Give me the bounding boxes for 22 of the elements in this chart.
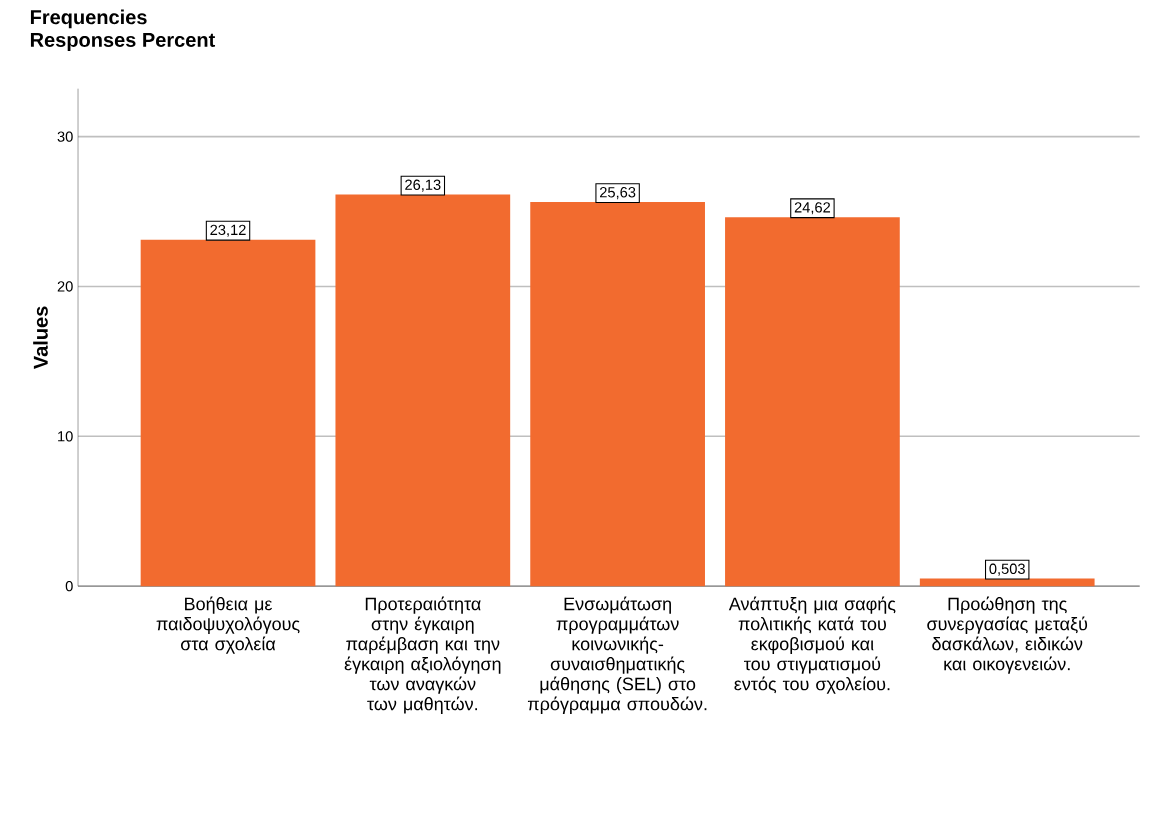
bar [335, 194, 511, 587]
data-label: 24,62 [794, 202, 831, 215]
bar [530, 202, 705, 587]
bar [140, 239, 316, 587]
data-label: 0,503 [989, 563, 1025, 576]
x-tick-label: Ενσωμάτωση προγραμμάτων κοινωνικής-συναισθηματικής μάθησης (SEL) στο πρόγραμμα σπουδών. [527, 596, 707, 714]
y-tick-label: 30 [57, 131, 73, 142]
x-tick-label: Ανάπτυξη μια σαφής πολιτικής κατά του εκφοβισμού και του στιγματισμού εντός του σχολείου. [728, 596, 896, 694]
x-tick-label: Βοήθεια με παιδοψυχολόγους στα σχολεία [156, 596, 300, 654]
y-tick-label: 20 [57, 281, 73, 292]
x-tick-label: Προτεραιότητα στην έγκαιρη παρέμβαση και την έγκαιρη αξιολόγηση των αναγκών των μαθητών. [344, 596, 501, 714]
x-tick-label: Προώθηση της συνεργασίας μεταξύ δασκάλων, ειδικών και οικογενειών. [927, 596, 1088, 674]
y-tick-label: 0 [65, 581, 73, 592]
data-label: 23,12 [210, 224, 246, 237]
chart-subtitle: Responses Percent [30, 33, 216, 51]
data-label: 25,63 [600, 187, 636, 200]
data-label: 26,13 [405, 179, 441, 192]
chart-title: Frequencies [30, 9, 147, 29]
y-axis-title: Values [33, 306, 48, 370]
y-tick-label: 10 [58, 431, 73, 442]
bar [725, 217, 900, 587]
bar [919, 578, 1095, 587]
